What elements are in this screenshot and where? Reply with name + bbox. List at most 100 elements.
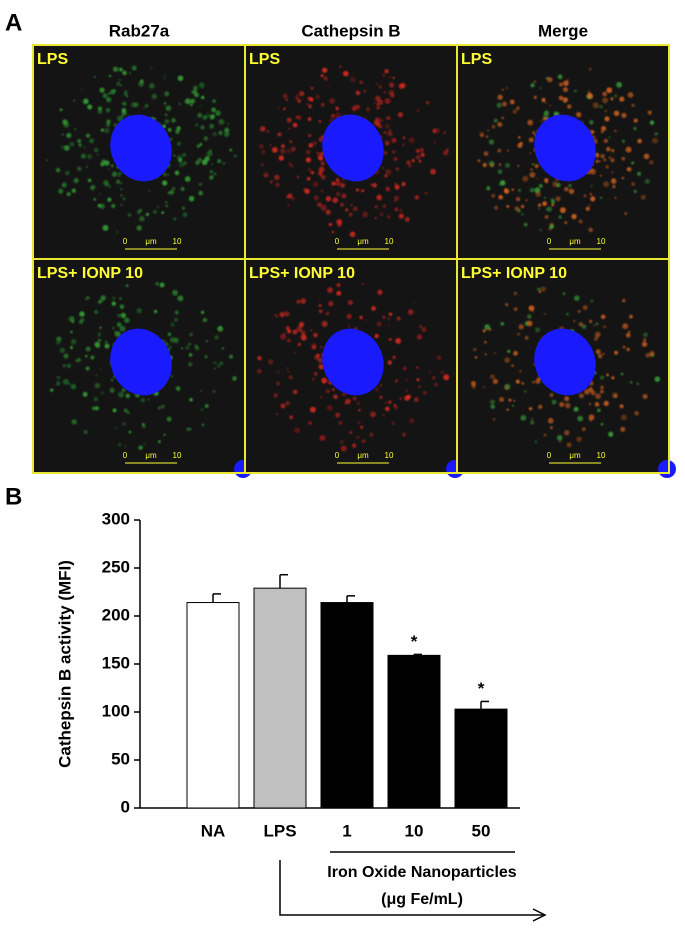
speckle	[425, 100, 430, 105]
speckle	[482, 162, 487, 168]
speckle	[347, 300, 353, 306]
speckle	[528, 137, 534, 143]
speckle	[633, 189, 638, 194]
speckle	[549, 104, 552, 107]
speckle	[573, 406, 579, 412]
speckle	[171, 118, 176, 123]
nucleus	[322, 328, 384, 396]
speckle	[590, 196, 596, 202]
speckle	[320, 189, 324, 193]
speckle	[204, 404, 209, 408]
speckle	[173, 154, 176, 157]
speckle	[108, 185, 111, 188]
speckle	[182, 212, 188, 217]
speckle	[596, 156, 599, 159]
speckle	[654, 132, 658, 136]
speckle	[139, 216, 145, 222]
speckle	[534, 440, 538, 444]
speckle	[305, 149, 311, 155]
speckle	[392, 150, 396, 154]
speckle	[382, 73, 386, 77]
speckle	[205, 339, 208, 343]
speckle	[532, 310, 534, 313]
speckle	[647, 110, 652, 115]
speckle	[307, 167, 312, 172]
speckle	[274, 174, 280, 181]
speckle	[416, 334, 423, 340]
speckle	[361, 189, 365, 193]
speckle	[165, 204, 169, 208]
speckle	[392, 76, 395, 80]
speckle	[588, 204, 591, 206]
speckle	[282, 93, 288, 99]
speckle	[518, 136, 521, 139]
speckle	[209, 169, 214, 174]
speckle	[627, 167, 631, 171]
speckle	[90, 355, 95, 360]
speckle	[419, 147, 425, 153]
speckle	[595, 349, 601, 355]
speckle	[234, 154, 237, 158]
scale-bar-label: 10	[173, 451, 182, 460]
speckle	[411, 159, 415, 163]
speckle	[56, 340, 61, 345]
speckle	[152, 209, 157, 214]
speckle	[167, 128, 172, 132]
speckle	[269, 179, 274, 184]
speckle	[506, 204, 510, 208]
speckle	[413, 301, 416, 304]
speckle	[201, 159, 208, 166]
speckle	[347, 325, 350, 328]
speckle	[91, 406, 96, 411]
speckle	[402, 143, 405, 146]
scale-bar-label: 0	[123, 451, 128, 460]
speckle	[602, 353, 605, 356]
speckle	[99, 368, 102, 371]
speckle	[287, 203, 291, 207]
speckle	[532, 131, 536, 135]
speckle	[303, 187, 307, 191]
speckle	[287, 329, 292, 334]
speckle	[517, 188, 522, 192]
speckle	[277, 132, 282, 137]
speckle	[374, 387, 380, 392]
speckle	[73, 99, 76, 102]
speckle	[118, 171, 122, 176]
speckle	[622, 323, 629, 330]
speckle	[138, 445, 143, 450]
speckle	[389, 338, 392, 341]
speckle	[115, 427, 118, 430]
speckle	[345, 398, 351, 405]
speckle	[62, 364, 66, 367]
speckle	[355, 104, 361, 110]
speckle	[140, 397, 146, 403]
speckle	[433, 141, 437, 144]
speckle	[214, 335, 219, 340]
speckle	[93, 75, 97, 79]
speckle	[312, 141, 317, 146]
speckle	[385, 169, 392, 175]
speckle	[374, 217, 377, 220]
speckle	[532, 380, 535, 384]
speckle	[601, 126, 607, 132]
speckle	[446, 148, 449, 152]
speckle	[564, 186, 569, 192]
speckle	[517, 164, 520, 167]
speckle	[654, 376, 661, 382]
speckle	[443, 374, 450, 381]
speckle	[144, 104, 149, 108]
speckle	[164, 91, 170, 97]
speckle	[408, 137, 415, 144]
speckle	[497, 148, 502, 153]
speckle	[74, 128, 77, 131]
speckle	[151, 93, 157, 100]
speckle	[331, 187, 334, 190]
speckle	[212, 99, 216, 103]
speckle	[215, 110, 221, 116]
speckle	[122, 101, 127, 106]
speckle	[349, 231, 356, 238]
speckle	[128, 71, 131, 74]
speckle	[105, 96, 112, 103]
speckle	[89, 138, 95, 144]
speckle	[564, 430, 570, 436]
